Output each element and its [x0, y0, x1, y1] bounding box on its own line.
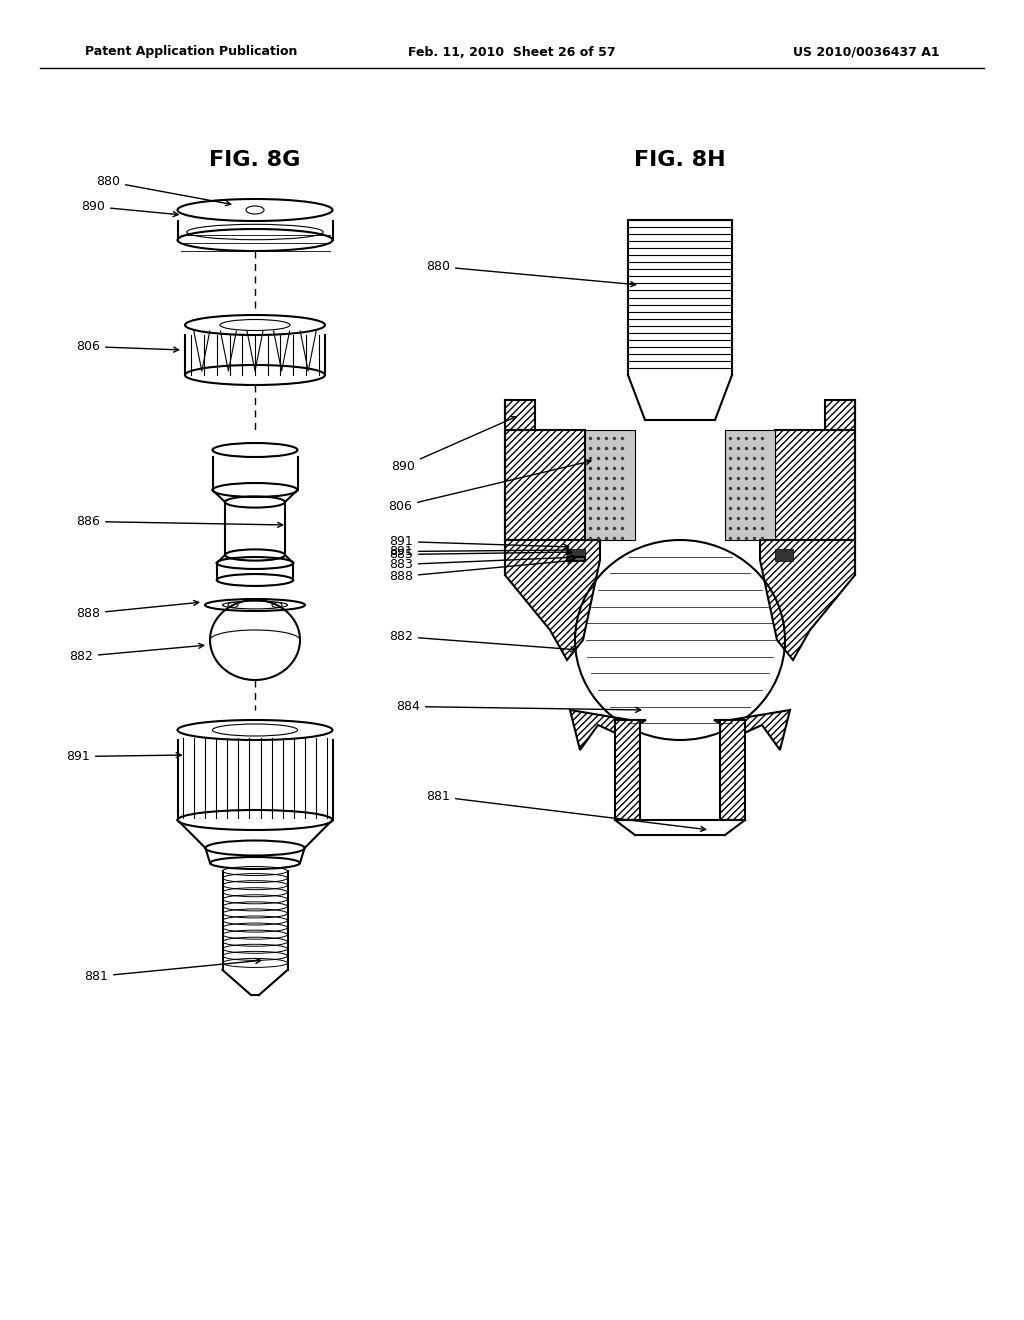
Text: 885: 885: [389, 548, 571, 561]
Text: Feb. 11, 2010  Sheet 26 of 57: Feb. 11, 2010 Sheet 26 of 57: [409, 45, 615, 58]
Text: 882: 882: [389, 630, 575, 652]
Polygon shape: [775, 549, 793, 561]
Polygon shape: [505, 540, 600, 660]
Polygon shape: [720, 719, 745, 820]
Text: 806: 806: [76, 341, 178, 352]
Text: 806: 806: [388, 459, 591, 513]
Text: 882: 882: [70, 643, 204, 663]
Text: 884: 884: [396, 700, 641, 713]
Text: 886: 886: [76, 515, 283, 528]
Text: 890: 890: [81, 201, 178, 216]
Text: Patent Application Publication: Patent Application Publication: [85, 45, 297, 58]
Polygon shape: [505, 400, 535, 430]
Text: 883: 883: [389, 554, 575, 572]
Polygon shape: [585, 430, 635, 540]
Text: US 2010/0036437 A1: US 2010/0036437 A1: [794, 45, 940, 58]
Polygon shape: [825, 400, 855, 430]
Text: 880: 880: [426, 260, 636, 286]
Polygon shape: [567, 557, 585, 561]
Polygon shape: [567, 549, 585, 561]
Text: FIG. 8G: FIG. 8G: [209, 150, 301, 170]
Text: 881: 881: [426, 789, 706, 832]
Text: 888: 888: [389, 558, 572, 583]
Polygon shape: [725, 430, 775, 540]
Text: 888: 888: [76, 601, 199, 620]
Text: 891: 891: [389, 545, 570, 558]
Text: 880: 880: [96, 176, 230, 206]
Polygon shape: [760, 540, 855, 660]
Polygon shape: [570, 710, 646, 750]
Polygon shape: [714, 710, 790, 750]
Text: 891: 891: [67, 750, 181, 763]
Text: FIG. 8H: FIG. 8H: [634, 150, 726, 170]
Text: 881: 881: [84, 958, 261, 983]
Text: 890: 890: [391, 417, 516, 473]
Polygon shape: [615, 719, 640, 820]
Polygon shape: [775, 430, 855, 540]
Polygon shape: [505, 430, 585, 540]
Text: 891: 891: [389, 535, 568, 549]
